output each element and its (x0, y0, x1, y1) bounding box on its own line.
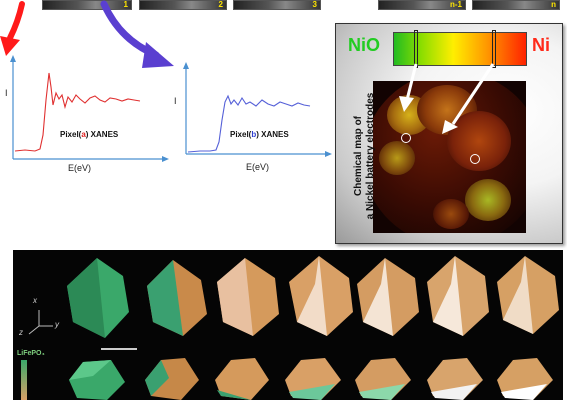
xanes-plot-a (10, 55, 169, 162)
axis-triad (28, 310, 53, 335)
thumbnail-label: 2 (218, 0, 223, 9)
pixel-a-marker (401, 133, 411, 143)
plot-a-x-label: E(eV) (68, 163, 92, 173)
chemical-map-caption: Chemical map of a Nickel battery electro… (353, 92, 376, 220)
crystal-top-5 (357, 258, 419, 336)
crystal-bottom-2 (145, 358, 199, 400)
particle (465, 179, 511, 221)
energy-image-thumbnail-n: n (472, 0, 560, 10)
axis-y-label: y (55, 320, 59, 329)
spectrum-line-a (14, 72, 141, 152)
ni-label: Ni (532, 35, 550, 55)
axis-x-label: x (33, 296, 37, 305)
thumbnail-label: n (551, 0, 556, 9)
legend-colorbar (21, 360, 27, 400)
spectrum-line-b (187, 94, 311, 153)
crystal-bottom-5 (355, 358, 411, 400)
plot-b-x-label: E(eV) (246, 162, 270, 172)
chemical-map-image (373, 81, 526, 233)
nio-label: NiO (348, 35, 381, 55)
pointer-arrows (399, 63, 495, 134)
crystal-bottom-3 (215, 358, 269, 400)
plot-b-y-label: I (174, 96, 177, 106)
scale-bar (101, 348, 137, 350)
crystal-top-1 (67, 258, 129, 338)
particle (379, 141, 415, 175)
crystal-tomography-panel: x y z LiFePO₄ (13, 250, 563, 400)
crystal-bottom-4 (285, 358, 341, 400)
energy-image-thumbnail-2: 2 (139, 0, 227, 10)
crystal-bottom-6 (427, 358, 483, 400)
crystal-bottom-1 (69, 360, 125, 400)
thumbnail-label: 3 (312, 0, 317, 9)
crystal-top-2 (147, 260, 207, 336)
blue-arrow (100, 0, 174, 68)
energy-image-thumbnail-1: 1 (42, 0, 132, 10)
energy-image-thumbnail-n-1: n-1 (378, 0, 466, 10)
pixel-b-marker (470, 154, 480, 164)
crystal-top-7 (497, 256, 559, 334)
crystal-top-3 (217, 258, 279, 336)
plot-a-title: Pixel(a) XANES (60, 130, 119, 139)
xanes-plot-b (183, 62, 332, 157)
crystal-bottom-7 (497, 358, 553, 400)
energy-image-thumbnail-3: 3 (233, 0, 321, 10)
colorbar-marker-b (492, 30, 496, 68)
crystal-top-6 (427, 256, 489, 336)
plot-b-title: Pixel(b) XANES (230, 130, 289, 139)
thumbnail-label: 1 (123, 0, 128, 9)
thumbnail-label: n-1 (450, 0, 462, 9)
axis-z-label: z (19, 328, 23, 337)
chemical-map-panel: NiO Ni Chemical map of a Nickel battery … (335, 23, 563, 244)
red-arrow (0, 1, 25, 56)
particle (433, 199, 469, 229)
crystal-top-4 (289, 256, 353, 336)
phase-colorbar (393, 30, 527, 68)
legend-label: LiFePO₄ (17, 350, 45, 357)
plot-a-y-label: I (5, 88, 8, 98)
